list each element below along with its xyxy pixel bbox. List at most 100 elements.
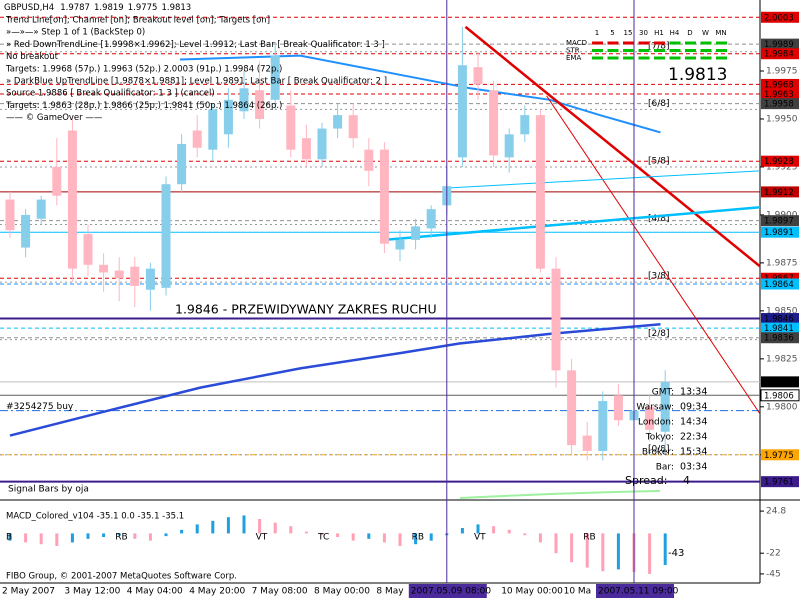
level-box	[761, 88, 799, 100]
y-tick-label: 1.9950	[766, 114, 798, 124]
candle-body	[301, 138, 311, 160]
candle-body	[645, 406, 655, 430]
grid-cell	[607, 56, 619, 60]
macd-title: MACD_Colored_v104 -35.1 0.0 -35.1 -35.1	[6, 512, 184, 522]
fib-label: [0/8]	[648, 444, 670, 454]
macd-tick-label: -45	[766, 569, 781, 579]
y-tick-label: 1.9975	[766, 67, 798, 77]
clock-label: Tokyo:	[645, 433, 674, 443]
timeframe-label: 1	[595, 29, 599, 37]
macd-signal: VT	[474, 533, 486, 543]
level-label: 1.9813	[764, 378, 794, 388]
trend-line	[464, 25, 760, 268]
grid-cell	[607, 41, 619, 45]
macd-signal: RB	[412, 533, 424, 543]
info-line: Trend Line[on]; Channel [on]; Breakout l…	[5, 16, 270, 26]
copyright: FIBO Group, © 2001-2007 MetaQuotes Softw…	[6, 572, 237, 582]
clock-time: 14:34	[680, 417, 707, 428]
level-label: 1.9836	[764, 334, 794, 344]
grid-cell	[685, 56, 696, 60]
grid-cell	[669, 49, 681, 52]
ohlc-low: 1.9775	[128, 3, 158, 13]
macd-signal: TC	[317, 533, 329, 543]
clock-label: London:	[638, 418, 674, 428]
candle-body	[426, 209, 436, 229]
level-label: 1.9761	[764, 478, 794, 488]
fib-label: [5/8]	[648, 156, 670, 166]
clock-time: 03:34	[680, 462, 707, 473]
fib-label: [4/8]	[648, 214, 670, 224]
grid-cell	[607, 49, 619, 52]
candle-body	[255, 90, 265, 119]
x-tick-label: 10 Ma	[564, 587, 592, 597]
level-box	[761, 376, 799, 388]
x-tick-label: 4 May 04:00	[127, 587, 183, 597]
ohlc-close: 1.9813	[161, 3, 191, 13]
info-line: » DarkBlue UpTrendLine [1.9878×1.9881]; …	[6, 77, 387, 87]
grid-cell	[685, 49, 696, 52]
grid-row-label: EMA	[566, 54, 581, 62]
macd-tick-label: -22	[766, 549, 781, 559]
level-label: 1.9912	[764, 188, 794, 198]
fib-label: [3/8]	[648, 272, 670, 282]
level-label: 1.9928	[764, 157, 794, 167]
candle-body	[192, 130, 202, 148]
candle-body	[613, 395, 623, 421]
level-box	[761, 38, 799, 50]
grid-cell	[638, 41, 650, 45]
level-label: 1.9897	[764, 217, 794, 227]
timeframe-label: 15	[624, 29, 633, 37]
clock-time: 15:34	[680, 447, 707, 458]
macd-signal: RB	[115, 533, 127, 543]
level-box	[761, 48, 799, 60]
candle-body	[83, 234, 93, 265]
info-line: » Red DownTrendLine [1.9998×1.9962]; Lev…	[6, 40, 385, 50]
grid-cell	[623, 41, 634, 45]
grid-cell	[700, 56, 712, 60]
trend-line	[179, 54, 661, 134]
candle-body	[489, 90, 499, 156]
level-box	[761, 313, 799, 325]
level-box	[761, 332, 799, 344]
x-tick-label: 2 May 2007	[2, 587, 55, 597]
symbol: GBPUSD,H4	[4, 3, 54, 13]
level-box	[761, 78, 799, 90]
fib-label: [6/8]	[648, 99, 670, 109]
clock-label: Warsaw:	[636, 403, 674, 413]
timeframe-label: 5	[610, 29, 614, 37]
candle-body	[395, 239, 405, 250]
x-tick-label: 7 May 08:00	[252, 587, 308, 597]
level-label: 1.9806	[764, 391, 794, 401]
grid-cell	[700, 41, 712, 45]
candle-body	[99, 264, 109, 273]
info-line: »—»—» Step 1 of 1 (BackStep 0)	[6, 28, 145, 38]
level-label: 1.9864	[764, 280, 794, 290]
candle-body	[36, 199, 46, 219]
y-tick-label: 1.9825	[766, 354, 798, 364]
candle-body	[582, 435, 592, 451]
grid-cell	[592, 49, 603, 52]
candle-body	[473, 67, 483, 85]
candle-body	[520, 115, 530, 135]
candle-body	[535, 115, 545, 269]
level-box	[761, 215, 799, 227]
symbol-header: GBPUSD,H4 1.9787 1.9819 1.9775 1.9813	[4, 3, 191, 13]
x-tick-label: 2007.05.11 09:00	[598, 587, 679, 597]
y-tick-label: 1.9850	[766, 306, 798, 316]
level-label: 1.9984	[764, 50, 794, 60]
candle-body	[52, 166, 62, 196]
info-line: No breakout	[6, 52, 59, 62]
timeframe-label: W	[702, 29, 709, 37]
level-box	[761, 322, 799, 334]
grid-cell	[623, 56, 634, 60]
level-label: 2.0003	[764, 13, 794, 23]
candle-body	[130, 266, 140, 286]
info-line: Targets: 1.9863 (28p.) 1.9866 (25p.) 1.9…	[5, 101, 282, 111]
level-box	[761, 11, 799, 23]
timeframe-label: D	[687, 29, 692, 37]
level-box	[761, 98, 799, 110]
grid-cell	[669, 56, 681, 60]
timeframe-label: H1	[654, 29, 664, 37]
